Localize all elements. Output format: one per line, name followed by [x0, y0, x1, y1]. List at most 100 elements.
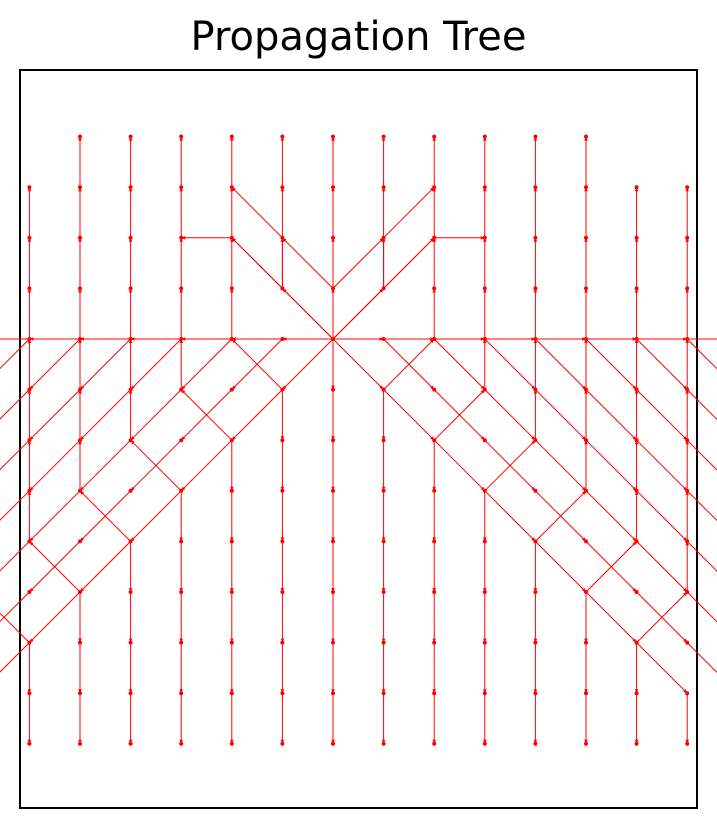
tree-edge — [585, 338, 637, 390]
tree-node — [533, 134, 538, 139]
tree-node — [482, 590, 487, 594]
tree-node — [685, 286, 690, 291]
tree-node — [128, 488, 133, 493]
tree-node — [634, 640, 639, 645]
tree-edge — [180, 338, 233, 390]
tree-node — [584, 387, 588, 392]
tree-edge — [29, 591, 81, 643]
tree-node — [533, 286, 538, 291]
tree-node — [128, 741, 133, 746]
tree-node — [634, 337, 639, 341]
edge-arrowhead — [27, 689, 32, 694]
tree-edge — [535, 490, 587, 542]
tree-node — [78, 185, 82, 190]
tree-edge — [484, 490, 536, 542]
tree-node — [78, 286, 82, 291]
tree-edge — [332, 288, 384, 340]
tree-edge — [484, 389, 536, 441]
tree-node — [331, 438, 335, 443]
tree-edge — [636, 389, 688, 441]
tree-node — [482, 337, 487, 341]
tree-edge — [383, 338, 435, 390]
tree-node — [331, 640, 335, 645]
tree-node — [229, 185, 234, 190]
tree-node — [280, 286, 285, 291]
tree-node — [584, 134, 588, 139]
tree-node — [432, 488, 437, 493]
edge-arrowhead — [29, 337, 34, 341]
tree-node — [584, 488, 588, 493]
tree-node — [432, 286, 437, 291]
tree-node — [179, 387, 184, 392]
edge-arrowhead — [381, 537, 386, 542]
tree-node — [128, 134, 133, 139]
tree-node — [78, 590, 82, 594]
tree-edge — [231, 389, 283, 441]
tree-node — [331, 539, 335, 544]
tree-edge — [29, 541, 81, 593]
tree-node — [179, 488, 184, 493]
tree-node — [331, 590, 335, 594]
chart-title: Propagation Tree — [190, 14, 527, 60]
tree-node — [128, 235, 133, 240]
tree-node — [128, 539, 133, 544]
tree-node — [634, 438, 639, 443]
tree-node — [584, 235, 588, 240]
tree-node — [634, 590, 639, 594]
tree-node — [432, 387, 437, 392]
tree-node — [27, 488, 32, 493]
edge-arrowhead — [280, 739, 285, 744]
tree-node — [381, 185, 386, 190]
tree-edge — [585, 389, 637, 441]
tree-edge — [0, 541, 30, 572]
tree-node — [482, 640, 487, 645]
tree-node — [128, 286, 133, 291]
tree-node — [685, 438, 690, 443]
tree-node — [27, 691, 32, 696]
tree-edge — [29, 338, 81, 390]
tree-node — [685, 691, 690, 696]
tree-node — [78, 488, 82, 493]
tree-nodes — [27, 134, 690, 746]
edge-arrowhead — [27, 339, 32, 343]
tree-node — [482, 235, 487, 240]
tree-node — [533, 640, 538, 645]
tree-node — [432, 438, 437, 443]
tree-node — [280, 640, 285, 645]
tree-node — [432, 640, 437, 645]
tree-node — [78, 741, 82, 746]
tree-node — [634, 235, 639, 240]
tree-node — [685, 539, 690, 544]
tree-node — [229, 741, 234, 746]
tree-edge — [636, 490, 688, 542]
tree-node — [482, 286, 487, 291]
tree-node — [533, 337, 538, 341]
tree-edge — [686, 490, 717, 522]
tree-node — [634, 185, 639, 190]
tree-node — [280, 235, 285, 240]
tree-node — [27, 539, 32, 544]
tree-node — [381, 387, 386, 392]
tree-node — [482, 185, 487, 190]
tree-node — [229, 286, 234, 291]
tree-node — [685, 185, 690, 190]
tree-node — [381, 691, 386, 696]
tree-edge — [0, 642, 30, 673]
tree-node — [280, 337, 285, 341]
tree-node — [432, 185, 437, 190]
tree-node — [533, 691, 538, 696]
tree-node — [27, 640, 32, 645]
tree-node — [381, 134, 386, 139]
edge-arrowhead — [381, 187, 386, 192]
tree-node — [27, 185, 32, 190]
tree-node — [331, 134, 335, 139]
tree-node — [128, 590, 133, 594]
tree-node — [229, 691, 234, 696]
tree-node — [432, 691, 437, 696]
tree-node — [179, 590, 184, 594]
tree-edge — [130, 490, 182, 542]
tree-edge — [282, 338, 334, 390]
tree-node — [179, 691, 184, 696]
tree-node — [179, 741, 184, 746]
tree-edge — [636, 338, 688, 390]
